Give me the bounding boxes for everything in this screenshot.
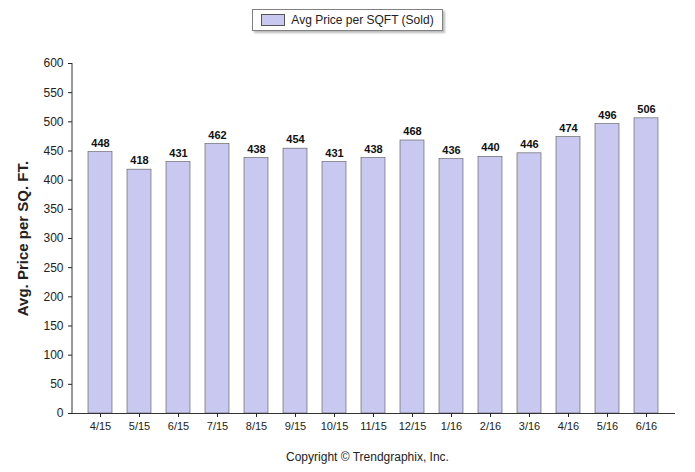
svg-text:0: 0: [57, 406, 64, 420]
svg-text:6/16: 6/16: [636, 420, 657, 432]
svg-text:600: 600: [43, 56, 63, 70]
svg-text:468: 468: [403, 125, 421, 137]
html-text:Copyright © Trendgraphix, Inc.: Copyright © Trendgraphix, Inc.: [286, 450, 449, 464]
svg-text:100: 100: [43, 348, 63, 362]
svg-text:12/15: 12/15: [399, 420, 427, 432]
html-text:Avg Price per SQFT (Sold): Avg Price per SQFT (Sold): [291, 13, 434, 27]
svg-text:506: 506: [637, 103, 655, 115]
svg-text:50: 50: [50, 377, 64, 391]
svg-text:418: 418: [130, 154, 148, 166]
svg-text:3/16: 3/16: [519, 420, 540, 432]
svg-text:474: 474: [559, 122, 578, 134]
svg-text:5/16: 5/16: [597, 420, 618, 432]
svg-text:300: 300: [43, 231, 63, 245]
svg-text:350: 350: [43, 202, 63, 216]
svg-text:2/16: 2/16: [480, 420, 501, 432]
svg-text:4/16: 4/16: [558, 420, 579, 432]
svg-text:4/15: 4/15: [90, 420, 111, 432]
svg-text:10/15: 10/15: [321, 420, 349, 432]
svg-text:5/15: 5/15: [129, 420, 150, 432]
svg-text:438: 438: [247, 143, 265, 155]
svg-text:1/16: 1/16: [441, 420, 462, 432]
svg-text:9/15: 9/15: [285, 420, 306, 432]
svg-text:446: 446: [520, 138, 538, 150]
svg-text:431: 431: [325, 147, 343, 159]
svg-text:500: 500: [43, 115, 63, 129]
svg-text:450: 450: [43, 144, 63, 158]
svg-text:454: 454: [286, 133, 305, 145]
svg-text:550: 550: [43, 86, 63, 100]
svg-text:200: 200: [43, 290, 63, 304]
svg-text:Avg. Price per SQ. FT.: Avg. Price per SQ. FT.: [14, 161, 31, 316]
svg-text:462: 462: [208, 129, 226, 141]
svg-text:7/15: 7/15: [207, 420, 228, 432]
svg-text:438: 438: [364, 143, 382, 155]
svg-text:400: 400: [43, 173, 63, 187]
svg-text:250: 250: [43, 261, 63, 275]
svg-text:6/15: 6/15: [168, 420, 189, 432]
svg-text:8/15: 8/15: [246, 420, 267, 432]
svg-text:448: 448: [91, 137, 109, 149]
svg-text:11/15: 11/15: [360, 420, 387, 432]
svg-text:496: 496: [598, 109, 616, 121]
svg-text:436: 436: [442, 144, 460, 156]
svg-text:150: 150: [43, 319, 63, 333]
svg-text:431: 431: [169, 147, 187, 159]
svg-text:440: 440: [481, 141, 499, 153]
